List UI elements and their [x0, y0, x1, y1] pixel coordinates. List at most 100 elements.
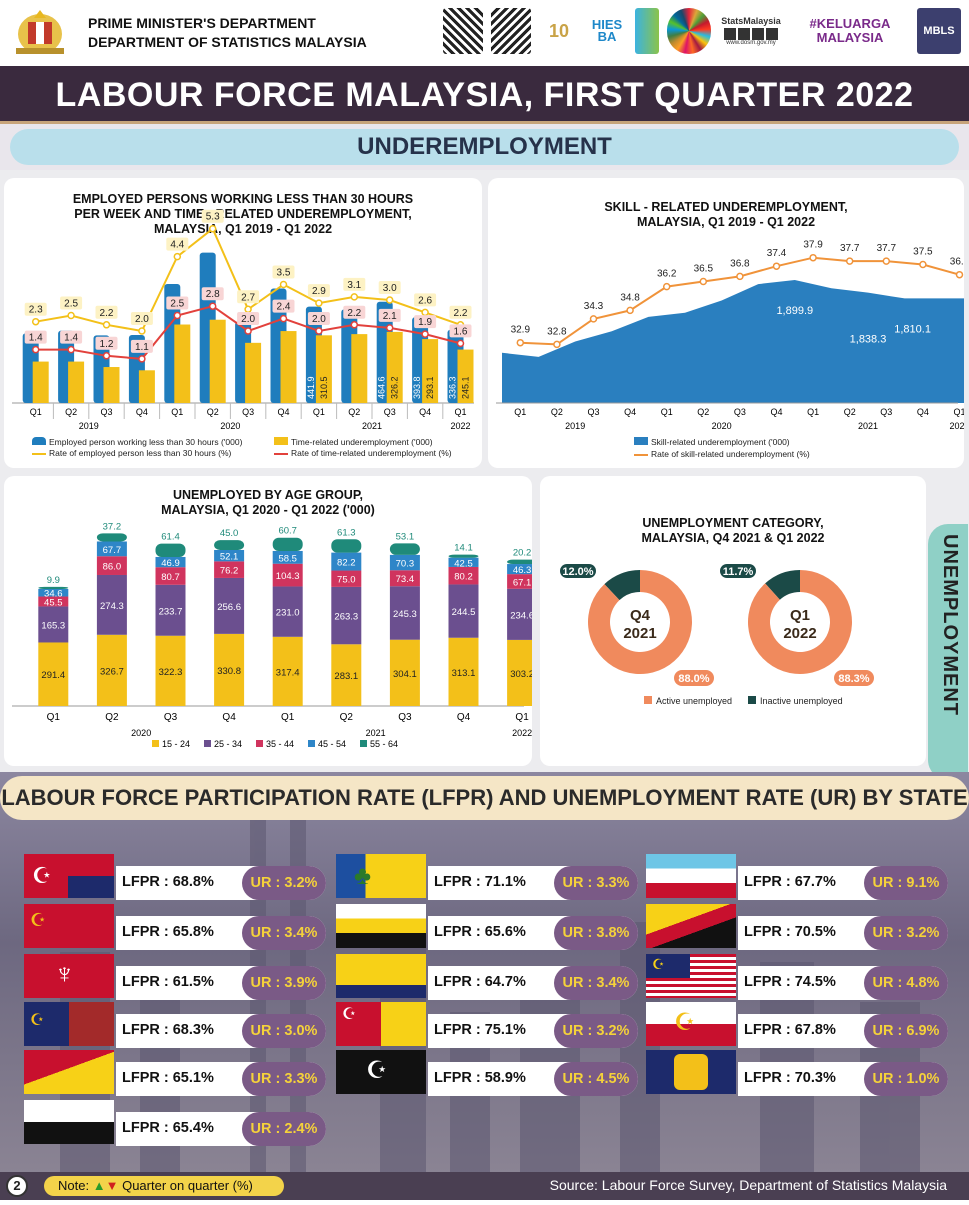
- tick-label: Q4: [624, 407, 636, 417]
- rate-label-bg: [95, 305, 118, 319]
- state-flag-icon: ♣: [336, 854, 426, 898]
- qr-code-icon[interactable]: [443, 8, 483, 54]
- inactive-label-bg: [720, 564, 756, 578]
- rate-label-bg: [414, 315, 437, 329]
- segment-label: 317.4: [276, 667, 300, 678]
- bar-label: 441.9: [306, 376, 316, 399]
- rate-point: [315, 299, 323, 307]
- rate-point: [882, 257, 891, 265]
- tick-label: Q1: [47, 712, 61, 723]
- rate-point: [67, 311, 75, 320]
- state-rate-label: LFPR : 68.3% UR : 3.0%: [116, 1014, 326, 1048]
- legend-label: 55 - 64: [370, 739, 398, 749]
- rate-point: [279, 314, 288, 323]
- segment-label: 322.3: [159, 667, 183, 678]
- up-arrow-icon: ▲: [92, 1178, 106, 1193]
- rate-label: 2.2: [454, 308, 468, 319]
- rate-point: [456, 339, 465, 348]
- rate-label-bg: [343, 277, 366, 291]
- segment-label: 291.4: [41, 670, 65, 681]
- skill-area: [502, 280, 964, 403]
- rate-point: [315, 327, 323, 335]
- stack-segment: [507, 564, 532, 575]
- donut-center-label: Q1: [790, 607, 810, 624]
- sdg-wheel-icon: [667, 8, 711, 54]
- stack-segment: [214, 577, 245, 634]
- rate-label-bg: [130, 312, 153, 325]
- state-card: ☪ LFPR : 67.8% UR : 6.9%: [646, 1002, 948, 1048]
- stack-segment: [507, 559, 532, 565]
- inactive-label: 11.7%: [723, 566, 754, 578]
- segment-label: 42.5: [454, 558, 473, 569]
- rate-label: 2.7: [241, 292, 255, 303]
- bar-label: 393.8: [412, 376, 422, 399]
- bar-time-related: [422, 339, 439, 403]
- segment-label: 304.1: [393, 669, 417, 680]
- segment-label: 67.7: [103, 545, 122, 556]
- unemployment-tab: UNEMPLOYMENT: [928, 524, 968, 780]
- tick-label: Q3: [164, 712, 178, 723]
- state-rate-label: LFPR : 75.1% UR : 3.2%: [428, 1014, 638, 1048]
- stack-segment: [331, 570, 362, 587]
- stack-segment: [389, 586, 420, 640]
- lfpr-value: LFPR : 68.8%: [122, 874, 214, 890]
- rate-point: [516, 338, 525, 347]
- state-card: LFPR : 70.5% UR : 3.2%: [646, 904, 948, 950]
- state-rate-label: LFPR : 61.5% UR : 3.9%: [116, 966, 326, 1000]
- segment-label: 45.5: [44, 597, 63, 608]
- legend-swatch: [204, 740, 211, 747]
- stack-segment: [214, 633, 245, 706]
- state-rate-label: LFPR : 70.3% UR : 1.0%: [738, 1062, 948, 1096]
- segment-label: 82.2: [337, 558, 356, 569]
- rate-label: 36.9: [950, 257, 964, 268]
- state-flag-icon: [24, 1100, 114, 1144]
- segment-label: 244.5: [452, 607, 476, 618]
- footer: 2 Note: ▲▼ Quarter on quarter (%) Source…: [0, 1172, 969, 1200]
- year-label: 2020: [131, 728, 151, 738]
- segment-label: 67.1: [513, 577, 532, 588]
- rate-label-bg: [449, 305, 472, 319]
- state-card: LFPR : 65.1% UR : 3.3%: [24, 1050, 326, 1096]
- rate-point: [736, 272, 744, 281]
- logo-strip: 10 HIES BA StatsMalaysia www.dosm.gov.my …: [443, 8, 961, 54]
- qr-code-icon[interactable]: [491, 8, 531, 54]
- rate-label-bg: [24, 330, 47, 344]
- rate-point: [385, 296, 394, 304]
- bar-time-related: [280, 331, 297, 403]
- legend-item: Active unemployed: [644, 696, 732, 706]
- state-flag-icon: ☪: [24, 904, 114, 948]
- segment-label: 86.0: [103, 562, 122, 573]
- keluarga-text: #KELUARGA MALAYSIA: [809, 16, 891, 45]
- stack-segment: [389, 543, 420, 555]
- rate-label-bg: [378, 281, 401, 294]
- rate-label-bg: [237, 312, 260, 325]
- bar-time-related: [457, 349, 474, 403]
- rate-label: 32.8: [547, 326, 567, 337]
- rate-label: 2.1: [383, 311, 397, 322]
- state-card: ☪ LFPR : 68.8% UR : 3.2%: [24, 854, 326, 900]
- segment-label: 326.7: [100, 666, 124, 677]
- lfpr-value: LFPR : 67.8%: [744, 1022, 836, 1038]
- bar-time-related: [245, 342, 262, 403]
- chart4-title-line: UNEMPLOYMENT CATEGORY,: [642, 516, 824, 530]
- org-line-2: DEPARTMENT OF STATISTICS MALAYSIA: [88, 34, 367, 50]
- rate-label: 2.6: [418, 295, 432, 306]
- rate-label: 5.3: [206, 212, 220, 223]
- donut-center-label: Q4: [630, 607, 651, 624]
- statsmalaysia-social-logo[interactable]: StatsMalaysia www.dosm.gov.my: [719, 8, 783, 54]
- state-flag-icon: [646, 1050, 736, 1094]
- rate-label: 1.9: [418, 317, 432, 328]
- rate-label-bg: [166, 237, 189, 251]
- active-label-bg: [834, 670, 874, 686]
- state-rate-label: LFPR : 65.4% UR : 2.4%: [116, 1112, 326, 1146]
- tick-label: Q3: [384, 407, 396, 417]
- rate-label: 4.4: [170, 240, 184, 251]
- active-label: 88.3%: [838, 673, 869, 685]
- bar-time-related: [32, 361, 49, 403]
- tick-label: Q3: [587, 407, 599, 417]
- lfpr-value: LFPR : 65.8%: [122, 924, 214, 940]
- tick-label: Q2: [65, 407, 77, 417]
- chart1-title-line: MALAYSIA, Q1 2019 - Q1 2022: [153, 222, 333, 236]
- state-flag-icon: [336, 954, 426, 998]
